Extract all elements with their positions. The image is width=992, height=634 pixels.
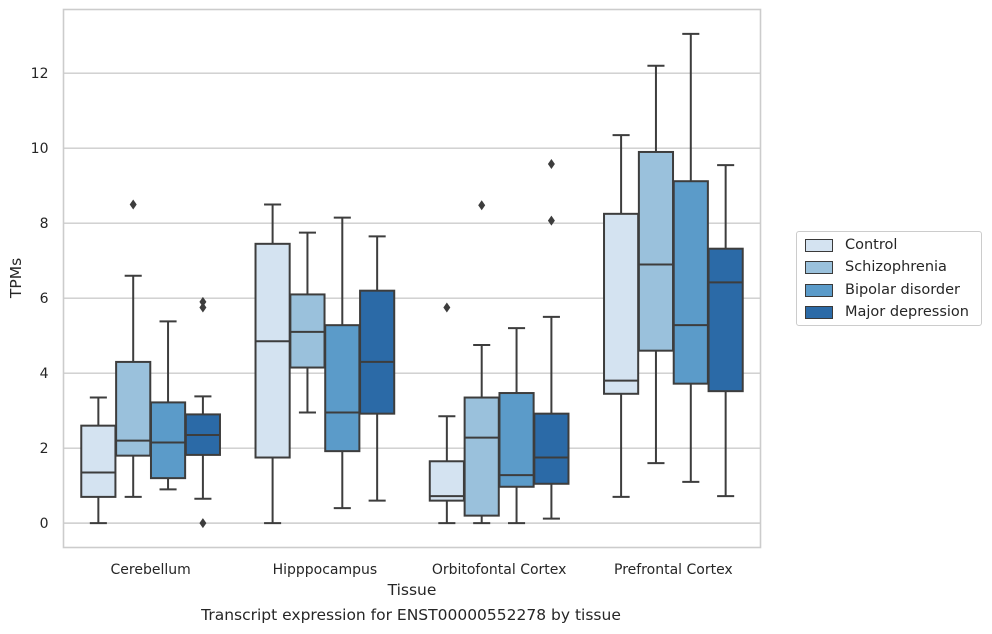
- legend-label-major-depression: Major depression: [845, 304, 969, 320]
- box-group: [533, 158, 570, 520]
- y-axis-title: TPMs: [7, 258, 25, 299]
- x-tick-label: Hipppocampus: [273, 562, 378, 578]
- legend-item-major-depression: Major depression: [805, 302, 969, 322]
- legend-swatch-schizophrenia: [805, 260, 833, 274]
- legend-label-control: Control: [845, 237, 898, 253]
- box-group: [498, 327, 535, 525]
- box-group: [603, 134, 640, 498]
- y-tick-labels: 0 2 4 6 8 10 12: [31, 66, 49, 532]
- outlier-point: [547, 215, 555, 226]
- x-axis-title: Tissue: [387, 581, 437, 599]
- box-group: [324, 216, 361, 510]
- box-group: [254, 203, 291, 525]
- box-group: [359, 235, 396, 502]
- x-tick-label: Orbitofontal Cortex: [432, 562, 567, 578]
- box-body: [359, 289, 396, 415]
- outlier-point: [443, 302, 451, 313]
- box-group: [149, 320, 187, 491]
- legend-item-schizophrenia: Schizophrenia: [805, 257, 947, 277]
- x-tick-labels: Cerebellum Hipppocampus Orbitofontal Corte…: [111, 562, 733, 578]
- box-body: [637, 150, 675, 352]
- y-tick-label: 6: [40, 291, 49, 307]
- y-tick-label: 12: [31, 66, 49, 82]
- box-group: [115, 199, 152, 498]
- y-tick-label: 0: [40, 516, 49, 532]
- legend-swatch-bipolar-disorder: [805, 283, 833, 297]
- box-group: [707, 164, 744, 498]
- plot-frame: [62, 8, 762, 549]
- box-group: [80, 396, 117, 525]
- outlier-point: [547, 158, 555, 169]
- figure-caption: Transcript expression for ENST0000055227…: [201, 606, 621, 624]
- box-body: [428, 460, 465, 502]
- box-body: [254, 242, 291, 459]
- outlier-point: [478, 200, 486, 211]
- legend-item-control: Control: [805, 235, 897, 255]
- x-tick-label: Cerebellum: [111, 562, 191, 578]
- box-body: [149, 401, 187, 480]
- box-body: [603, 212, 640, 395]
- legend-label-schizophrenia: Schizophrenia: [845, 259, 947, 275]
- box-group: [184, 296, 221, 529]
- box-body: [672, 180, 709, 385]
- box-body: [463, 396, 500, 517]
- legend-item-bipolar-disorder: Bipolar disorder: [805, 280, 960, 300]
- legend: Control Schizophrenia Bipolar disorder M…: [796, 231, 982, 326]
- legend-swatch-major-depression: [805, 305, 833, 319]
- box-body: [80, 424, 117, 498]
- box-group: [289, 231, 326, 414]
- outlier-point: [129, 199, 137, 210]
- outlier-point: [199, 302, 207, 313]
- box-layer: [80, 32, 744, 529]
- y-tick-label: 10: [31, 141, 49, 157]
- box-body: [533, 412, 570, 485]
- box-body: [707, 247, 744, 393]
- x-tick-label: Prefrontal Cortex: [614, 562, 733, 578]
- box-group: [672, 32, 709, 483]
- legend-label-bipolar-disorder: Bipolar disorder: [845, 282, 960, 298]
- outlier-point: [199, 296, 207, 307]
- box-group: [463, 200, 500, 525]
- legend-swatch-control: [805, 238, 833, 252]
- box-body: [324, 324, 361, 453]
- y-tick-label: 4: [40, 366, 49, 382]
- outlier-point: [199, 518, 207, 529]
- box-body: [498, 392, 535, 488]
- box-group: [637, 64, 675, 465]
- y-tick-label: 8: [40, 216, 49, 232]
- box-group: [428, 302, 465, 525]
- y-tick-label: 2: [40, 441, 49, 457]
